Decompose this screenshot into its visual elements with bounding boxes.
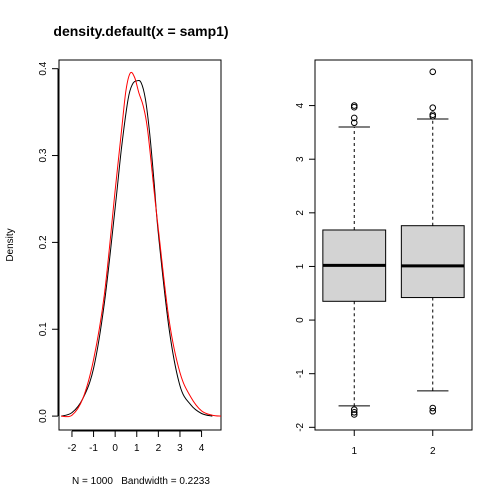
outlier-point — [429, 111, 437, 118]
density-line-2 — [61, 71, 222, 418]
box-iqr — [400, 225, 465, 299]
density-title: density.default(x = samp1) — [53, 23, 228, 39]
density-x-tick-label: -1 — [89, 443, 98, 454]
box-1 — [322, 102, 387, 418]
outlier-point — [429, 68, 437, 76]
boxplot-y-tick-label: 0 — [295, 317, 306, 323]
outlier-point — [429, 404, 437, 412]
boxplot-y-tick-label: -2 — [295, 422, 306, 431]
boxplot-y-tick-label: 1 — [295, 263, 306, 269]
density-y-tick-label: 0.2 — [38, 235, 49, 249]
density-x-tick-label: 0 — [112, 443, 118, 454]
boxplot-y-axis: -2 -1 0 1 2 3 4 — [295, 102, 316, 432]
boxplot-y-tick-label: 3 — [295, 156, 306, 162]
boxplot-y-tick-label: 4 — [295, 102, 306, 108]
boxplot-boxes — [322, 68, 465, 418]
outlier-point — [350, 119, 358, 127]
density-y-tick-label: 0.0 — [38, 409, 49, 423]
density-line-1 — [61, 79, 213, 417]
boxplot-y-tick-label: -1 — [295, 369, 306, 378]
boxplot-x-tick-label: 1 — [351, 446, 357, 457]
boxplot-x-tick-label: 2 — [430, 446, 436, 457]
density-x-tick-label: 2 — [156, 443, 162, 454]
density-x-label: N = 1000 Bandwidth = 0.2233 — [72, 476, 210, 487]
boxplot-y-tick-label: 2 — [295, 210, 306, 216]
density-plot-frame — [58, 59, 222, 431]
outlier-point — [350, 411, 358, 418]
outlier-point — [429, 104, 437, 112]
density-y-axis: 0.0 0.1 0.2 0.3 0.4 — [38, 61, 59, 423]
box-2 — [400, 68, 465, 415]
density-x-tick-label: -2 — [68, 443, 77, 454]
density-lines — [61, 71, 222, 418]
outlier-point — [350, 102, 358, 109]
density-y-label: Density — [5, 228, 16, 261]
outlier-point — [429, 407, 437, 415]
outlier-point — [350, 406, 358, 413]
density-y-tick-label: 0.4 — [38, 61, 49, 75]
density-y-tick-label: 0.1 — [38, 322, 49, 336]
outlier-point — [350, 114, 358, 122]
outlier-point — [350, 409, 358, 416]
density-y-tick-label: 0.3 — [38, 148, 49, 162]
density-x-axis: -2 -1 0 1 2 3 4 — [68, 430, 205, 454]
density-x-tick-label: 3 — [177, 443, 183, 454]
density-x-tick-label: 1 — [134, 443, 140, 454]
density-panel: density.default(x = samp1) -2 -1 0 1 2 3 4 0.0… — [5, 23, 229, 487]
density-x-tick-label: 4 — [199, 443, 205, 454]
